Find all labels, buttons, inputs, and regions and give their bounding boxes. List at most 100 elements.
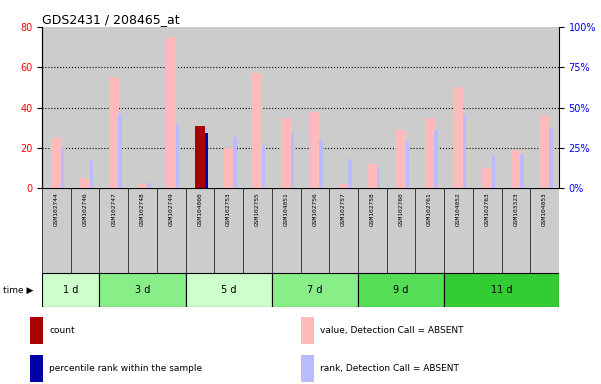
- Bar: [511, 150, 521, 188]
- Bar: [224, 148, 234, 188]
- Bar: [52, 138, 61, 188]
- Bar: [30, 355, 43, 382]
- Bar: [358, 273, 444, 307]
- Bar: [329, 27, 358, 188]
- Bar: [492, 156, 495, 188]
- Bar: [166, 37, 176, 188]
- Bar: [501, 27, 530, 188]
- Bar: [291, 132, 294, 188]
- Bar: [147, 183, 151, 188]
- Text: GSM102749: GSM102749: [169, 192, 174, 226]
- Bar: [348, 159, 352, 188]
- Bar: [406, 141, 409, 188]
- Bar: [415, 27, 444, 188]
- Bar: [300, 27, 329, 188]
- Text: GSM104051: GSM104051: [284, 192, 288, 226]
- Text: GSM102748: GSM102748: [140, 192, 145, 226]
- Bar: [100, 188, 128, 273]
- Bar: [42, 27, 71, 188]
- Bar: [281, 118, 291, 188]
- Bar: [186, 27, 215, 188]
- Text: GSM102753: GSM102753: [226, 192, 231, 226]
- Text: GSM104060: GSM104060: [198, 192, 203, 226]
- Bar: [100, 273, 186, 307]
- Bar: [473, 27, 501, 188]
- Bar: [272, 273, 358, 307]
- Bar: [42, 273, 100, 307]
- Bar: [272, 188, 300, 273]
- Bar: [501, 188, 530, 273]
- Bar: [473, 188, 501, 273]
- Text: GSM102760: GSM102760: [398, 192, 403, 226]
- Bar: [444, 273, 559, 307]
- Bar: [530, 27, 559, 188]
- Text: GSM102746: GSM102746: [83, 192, 88, 226]
- Bar: [338, 184, 349, 188]
- Text: 7 d: 7 d: [307, 285, 323, 295]
- Bar: [128, 188, 157, 273]
- Bar: [243, 27, 272, 188]
- Bar: [300, 317, 314, 344]
- Bar: [386, 27, 415, 188]
- Bar: [367, 164, 377, 188]
- Bar: [138, 184, 148, 188]
- Text: GSM102744: GSM102744: [54, 192, 59, 226]
- Text: 9 d: 9 d: [393, 285, 409, 295]
- Text: 1 d: 1 d: [63, 285, 79, 295]
- Bar: [482, 168, 492, 188]
- Bar: [61, 146, 64, 188]
- Text: 3 d: 3 d: [135, 285, 150, 295]
- Text: GSM103323: GSM103323: [513, 192, 518, 226]
- Bar: [243, 188, 272, 273]
- Text: count: count: [49, 326, 75, 335]
- Bar: [329, 188, 358, 273]
- Bar: [549, 129, 552, 188]
- Bar: [262, 146, 266, 188]
- Text: GSM102761: GSM102761: [427, 192, 432, 226]
- Bar: [358, 188, 386, 273]
- Bar: [195, 148, 205, 188]
- Bar: [320, 140, 323, 188]
- Bar: [186, 273, 272, 307]
- Bar: [540, 116, 549, 188]
- Bar: [118, 114, 122, 188]
- Bar: [377, 167, 380, 188]
- Bar: [425, 118, 435, 188]
- Bar: [71, 27, 100, 188]
- Bar: [396, 130, 406, 188]
- Text: GSM102756: GSM102756: [313, 192, 317, 226]
- Bar: [530, 188, 559, 273]
- Text: value, Detection Call = ABSENT: value, Detection Call = ABSENT: [320, 326, 463, 335]
- Text: time ▶: time ▶: [3, 285, 34, 295]
- Text: GSM102755: GSM102755: [255, 192, 260, 226]
- Bar: [358, 27, 386, 188]
- Text: 11 d: 11 d: [491, 285, 512, 295]
- Bar: [444, 27, 473, 188]
- Text: GDS2431 / 208465_at: GDS2431 / 208465_at: [42, 13, 180, 26]
- Bar: [157, 27, 186, 188]
- Text: 5 d: 5 d: [221, 285, 236, 295]
- Bar: [415, 188, 444, 273]
- Text: rank, Detection Call = ABSENT: rank, Detection Call = ABSENT: [320, 364, 459, 373]
- Bar: [386, 188, 415, 273]
- Bar: [157, 188, 186, 273]
- Bar: [176, 124, 179, 188]
- Bar: [90, 161, 93, 188]
- Bar: [128, 27, 157, 188]
- Bar: [215, 27, 243, 188]
- Text: GSM102758: GSM102758: [370, 192, 375, 226]
- Bar: [195, 126, 205, 188]
- Bar: [100, 27, 128, 188]
- Text: GSM102763: GSM102763: [484, 192, 490, 226]
- Bar: [444, 188, 473, 273]
- Text: GSM104052: GSM104052: [456, 192, 461, 226]
- Text: GSM102747: GSM102747: [111, 192, 117, 226]
- Bar: [463, 114, 466, 188]
- Bar: [310, 112, 320, 188]
- Bar: [204, 141, 208, 188]
- Text: percentile rank within the sample: percentile rank within the sample: [49, 364, 203, 373]
- Bar: [215, 188, 243, 273]
- Bar: [204, 133, 208, 188]
- Bar: [109, 77, 119, 188]
- Bar: [233, 137, 237, 188]
